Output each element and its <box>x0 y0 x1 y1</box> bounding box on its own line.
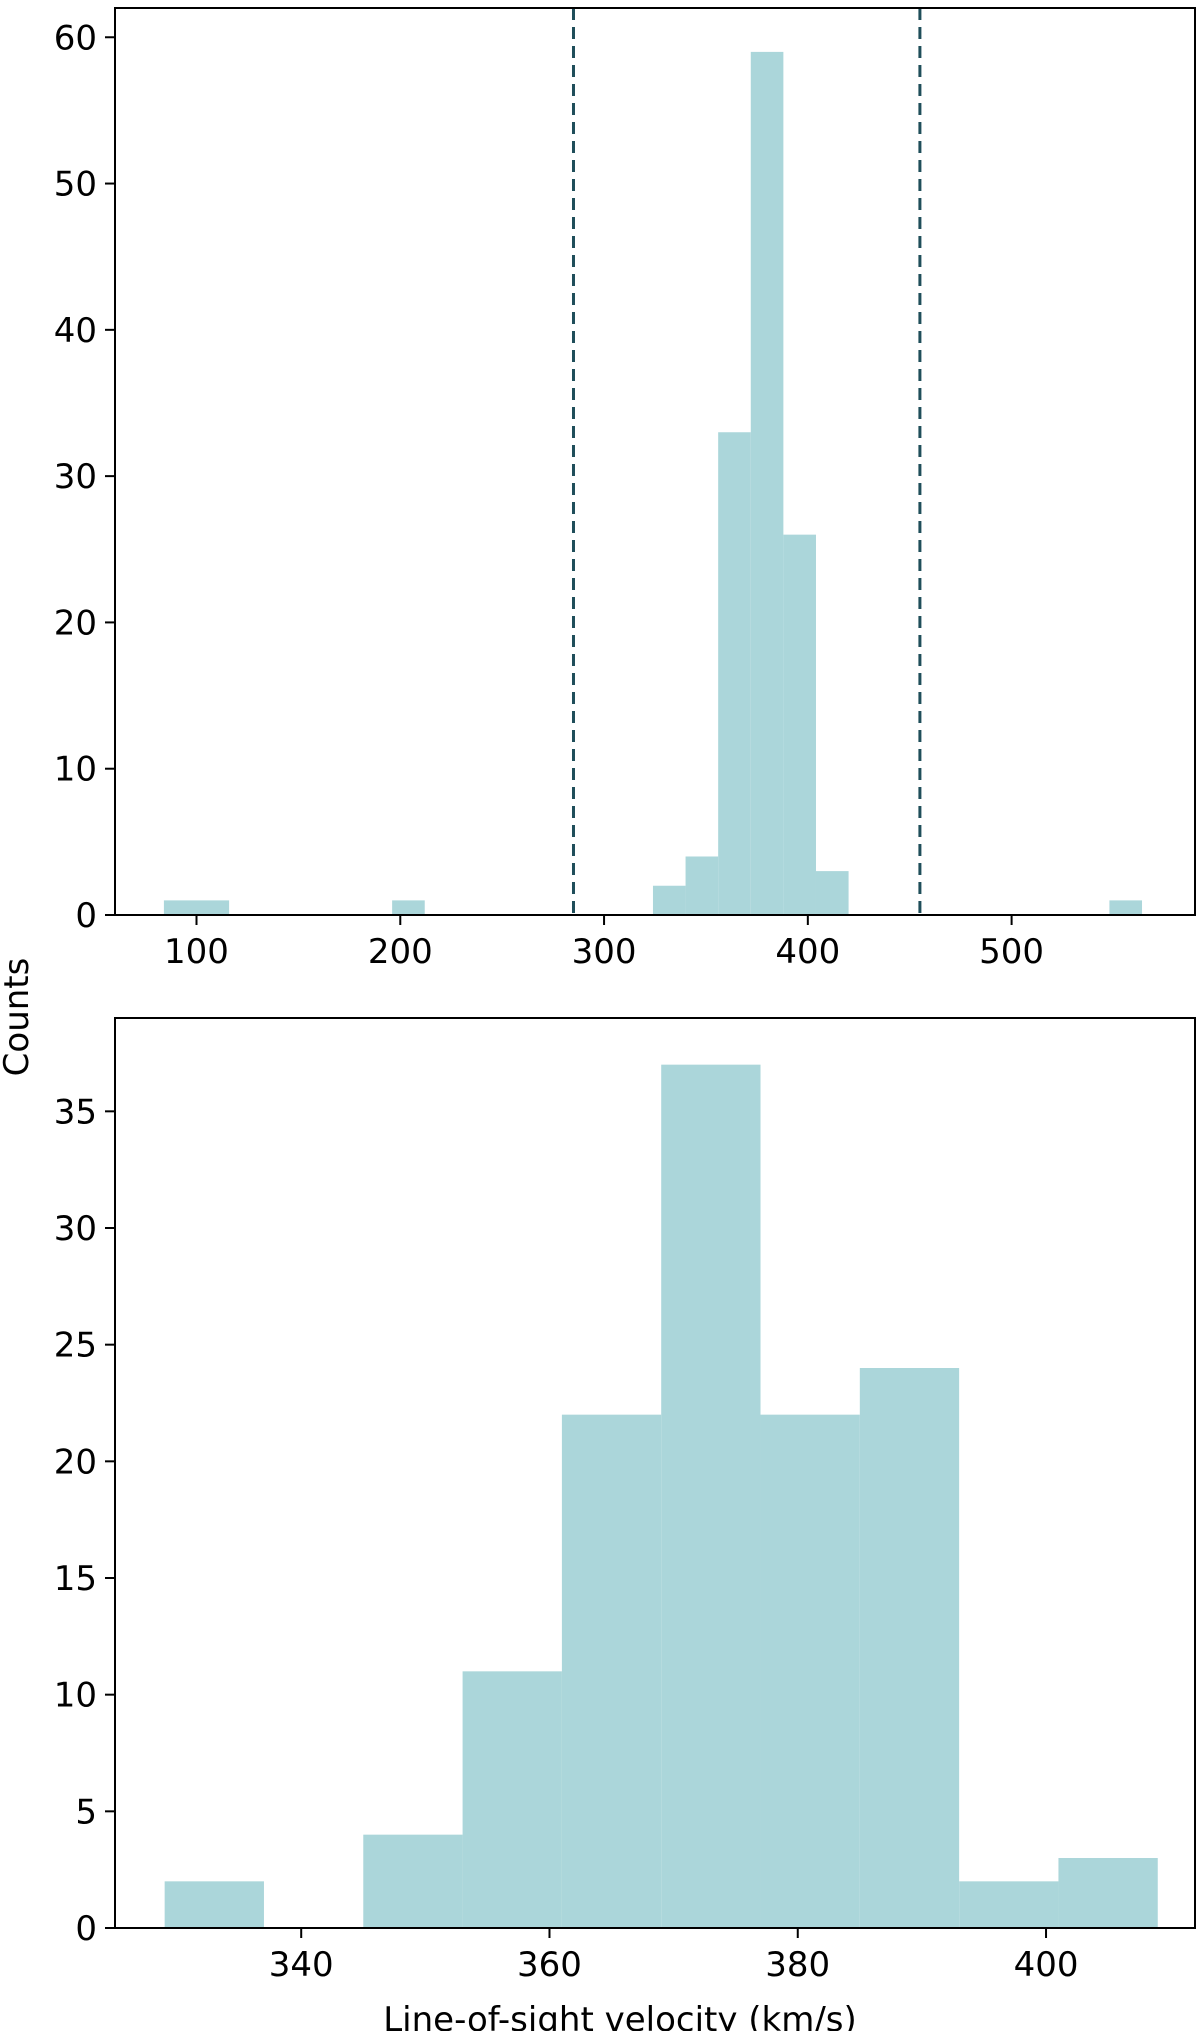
histogram-bar-3 <box>652 885 686 915</box>
y-tick-label: 0 <box>75 1909 97 1949</box>
histogram-bar-7 <box>760 1414 860 1928</box>
histogram-bar-6 <box>750 51 784 916</box>
y-tick-label: 10 <box>54 1676 97 1716</box>
axes-frame <box>114 1017 1196 1929</box>
histogram-bar-4 <box>462 1671 562 1928</box>
x-tick-label: 400 <box>1014 1945 1079 1985</box>
histogram-bar-10 <box>1058 1858 1158 1928</box>
y-tick-label: 25 <box>54 1326 97 1366</box>
x-tick-label: 380 <box>765 1945 830 1985</box>
y-tick-label: 50 <box>54 165 97 205</box>
x-tick-label: 360 <box>517 1945 582 1985</box>
x-tick-label: 100 <box>164 932 229 972</box>
histogram-bar-8 <box>815 871 849 915</box>
histogram-bar-9 <box>1109 900 1143 915</box>
histogram-bar-6 <box>661 1064 761 1928</box>
histogram-bar-1 <box>164 1881 264 1928</box>
x-tick-label: 500 <box>979 932 1044 972</box>
y-tick-label: 0 <box>75 896 97 936</box>
histogram-bar-7 <box>783 534 816 915</box>
bottom-histogram-panel: 340 360 380 400 0 5 10 15 20 25 30 35 <box>54 1017 1196 1985</box>
y-tick-label: 10 <box>54 750 97 790</box>
histogram-bar-8 <box>859 1368 960 1928</box>
top-histogram-panel: 100 200 300 400 500 0 10 20 30 40 50 60 <box>54 7 1196 972</box>
histogram-bar-4 <box>685 856 719 915</box>
histogram-bar-2 <box>392 900 425 915</box>
y-tick-label: 30 <box>54 457 97 497</box>
histogram-bar-1 <box>163 900 230 915</box>
y-axis-label: Counts <box>0 958 37 1077</box>
y-tick-label: 60 <box>54 18 97 58</box>
y-tick-label: 20 <box>54 603 97 643</box>
x-axis-label: Line-of-sight velocity (km/s) <box>383 2000 857 2031</box>
x-tick-label: 400 <box>775 932 840 972</box>
histogram-bar-9 <box>959 1881 1059 1928</box>
histogram-bar-5 <box>718 432 751 915</box>
y-tick-label: 40 <box>54 311 97 351</box>
y-tick-label: 30 <box>54 1209 97 1249</box>
y-tick-label: 15 <box>54 1559 97 1599</box>
histogram-bar-5 <box>561 1414 662 1928</box>
x-tick-label: 340 <box>269 1945 334 1985</box>
x-tick-label: 200 <box>368 932 433 972</box>
y-tick-label: 20 <box>54 1442 97 1482</box>
histogram-bar-3 <box>363 1834 463 1928</box>
y-tick-label: 35 <box>54 1092 97 1132</box>
x-tick-label: 300 <box>572 932 637 972</box>
axes-frame <box>114 7 1196 916</box>
y-tick-label: 5 <box>75 1792 97 1832</box>
